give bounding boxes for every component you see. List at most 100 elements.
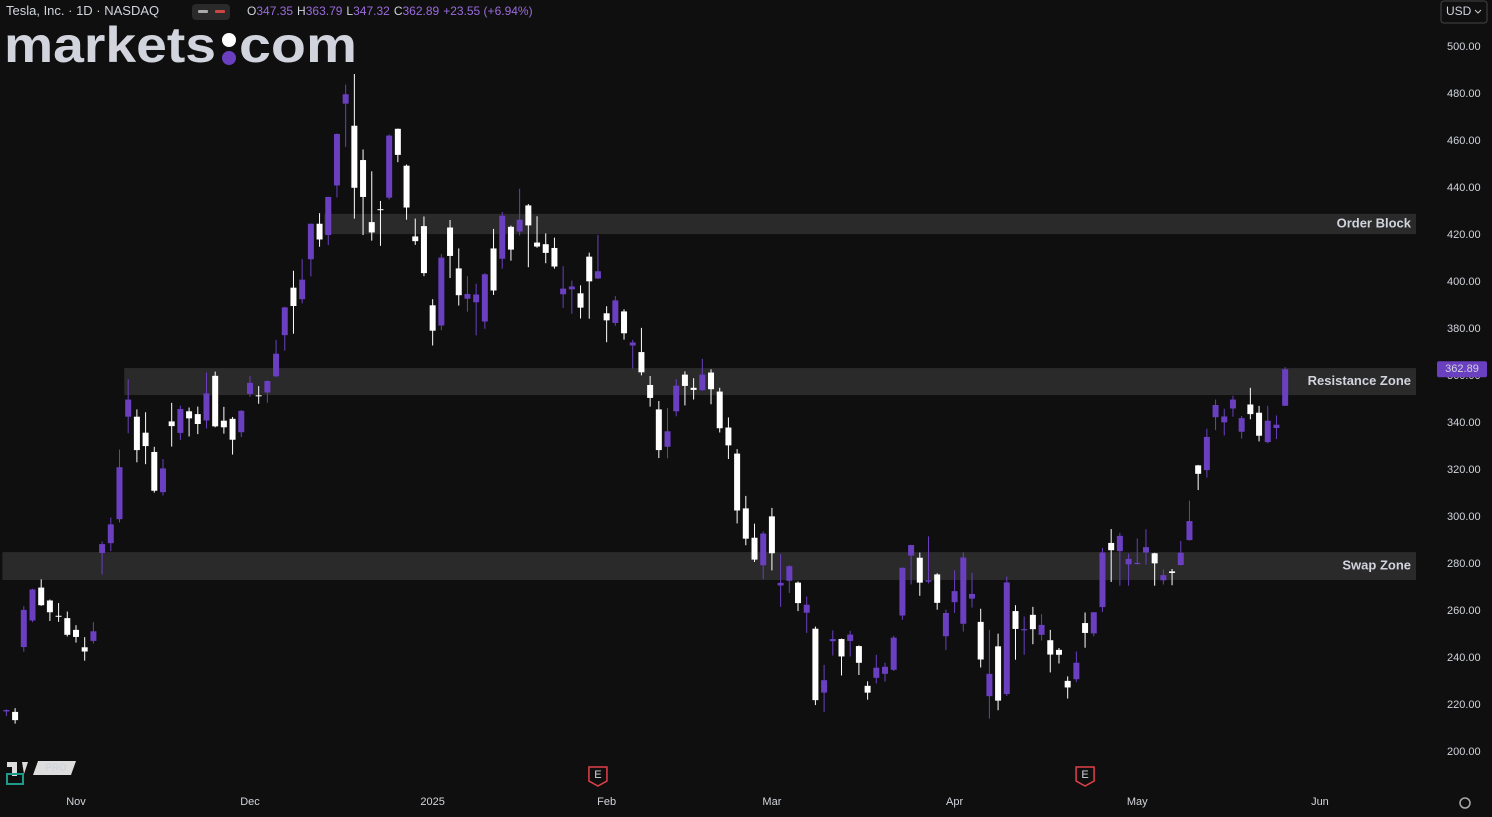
earnings-marker <box>1075 766 1095 787</box>
candle-body <box>516 219 523 232</box>
candle-body <box>821 680 828 693</box>
currency-button[interactable] <box>1440 0 1488 24</box>
toggle-icon <box>215 10 225 13</box>
candle-body <box>908 545 915 556</box>
candle-body <box>177 408 184 433</box>
last-price-label: 362.89 <box>1445 363 1479 375</box>
candle-body <box>168 421 175 427</box>
candle-body <box>803 604 810 613</box>
candle-body <box>594 271 601 279</box>
candle-body <box>647 384 654 398</box>
candle-body <box>473 294 480 303</box>
candle-body <box>299 279 306 300</box>
candle-body <box>916 557 923 583</box>
candle-body <box>133 416 140 451</box>
candle-body <box>116 467 123 520</box>
zone <box>324 213 1417 235</box>
x-tick-label: Nov <box>66 796 86 808</box>
candle-body <box>125 399 132 417</box>
zone-label: Order Block <box>1337 215 1412 230</box>
candle-body <box>760 533 767 566</box>
candle-body <box>829 639 836 642</box>
candle-body <box>255 395 262 397</box>
candle-body <box>1186 521 1193 541</box>
candle-body <box>742 508 749 539</box>
candle-body <box>246 382 253 394</box>
candle-body <box>220 420 227 428</box>
x-tick-label: Jun <box>1311 796 1329 808</box>
y-tick-label: 340.00 <box>1447 417 1481 429</box>
candle-body <box>960 557 967 624</box>
earnings-label: E <box>1081 769 1088 781</box>
candle-body <box>881 666 888 674</box>
c-value: 362.89 <box>402 4 439 18</box>
logo-dot <box>222 51 236 65</box>
tv-logo: PRO <box>6 761 76 785</box>
candle-body <box>481 274 488 322</box>
settings-icon[interactable] <box>1459 797 1471 809</box>
candle-body <box>1177 552 1184 566</box>
candle-body <box>1134 562 1141 565</box>
candle-body <box>1229 399 1236 409</box>
logo-left: markets <box>4 17 216 73</box>
y-tick-label: 260.00 <box>1447 605 1481 617</box>
candle-body <box>1238 418 1245 432</box>
change: +23.55 (+6.94%) <box>443 4 532 18</box>
candle-body <box>1064 680 1071 688</box>
h-label: H <box>297 4 306 18</box>
candle-body <box>1169 571 1176 574</box>
candle-body <box>612 300 619 323</box>
x-tick-label: 2025 <box>420 796 444 808</box>
o-label: O <box>247 4 256 18</box>
candle-body <box>38 587 45 606</box>
candle-body <box>716 391 723 429</box>
candle-body <box>1247 404 1254 415</box>
x-tick-label: May <box>1127 796 1148 808</box>
candle-body <box>3 710 10 712</box>
candle-body <box>560 288 567 295</box>
x-tick-label: Feb <box>597 796 616 808</box>
candle-body <box>464 294 471 299</box>
y-tick-label: 220.00 <box>1447 699 1481 711</box>
y-tick-label: 500.00 <box>1447 41 1481 53</box>
tv-mark <box>7 762 17 776</box>
candle-body <box>273 353 280 377</box>
candle-body <box>342 94 349 104</box>
candle-body <box>81 647 88 652</box>
candle-body <box>1203 436 1210 471</box>
candle-body <box>29 589 36 621</box>
candle-body <box>638 352 645 373</box>
candle-body <box>151 451 158 491</box>
candle-body <box>655 409 662 451</box>
candle-body <box>377 209 384 211</box>
y-tick-label: 200.00 <box>1447 746 1481 758</box>
tv-mark <box>22 762 28 774</box>
candle-body <box>1029 614 1036 630</box>
candle-body <box>46 600 53 613</box>
candle-body <box>264 380 271 393</box>
l-label: L <box>346 4 353 18</box>
candle-body <box>72 629 79 637</box>
candle-body <box>403 165 410 208</box>
candle-body <box>768 516 775 554</box>
candle-body <box>420 226 427 274</box>
candle-body <box>542 244 549 253</box>
candle-body <box>212 375 219 427</box>
y-tick-label: 280.00 <box>1447 558 1481 570</box>
toggle[interactable] <box>192 4 230 20</box>
symbol: Tesla, Inc. · 1D · NASDAQ <box>6 3 159 18</box>
x-tick-label: Dec <box>240 796 260 808</box>
candle-body <box>777 582 784 586</box>
candle-body <box>681 374 688 386</box>
o-value: 347.35 <box>256 4 293 18</box>
candle-body <box>968 593 975 599</box>
zone <box>2 552 1416 581</box>
candle-body <box>1003 582 1010 695</box>
y-tick-label: 300.00 <box>1447 511 1481 523</box>
candle-body <box>786 566 793 581</box>
earnings-label: E <box>594 769 601 781</box>
zone-label: Swap Zone <box>1342 558 1411 573</box>
candle-body <box>1073 662 1080 680</box>
y-tick-label: 460.00 <box>1447 135 1481 147</box>
